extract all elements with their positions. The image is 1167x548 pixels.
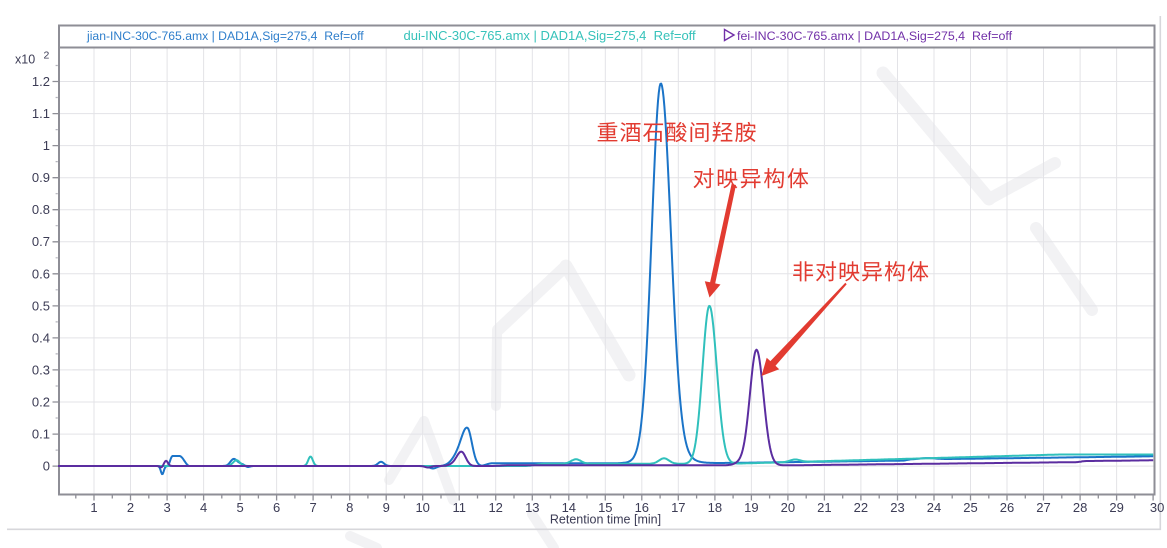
svg-text:0.2: 0.2	[32, 395, 50, 410]
svg-text:21: 21	[817, 500, 831, 515]
svg-text:12: 12	[488, 500, 502, 515]
svg-text:5: 5	[236, 500, 243, 515]
svg-text:28: 28	[1073, 500, 1087, 515]
svg-text:23: 23	[890, 500, 904, 515]
svg-text:x10: x10	[15, 53, 35, 67]
svg-text:24: 24	[927, 500, 941, 515]
svg-text:30: 30	[1150, 500, 1164, 515]
svg-text:9: 9	[383, 500, 390, 515]
svg-text:1.1: 1.1	[32, 106, 50, 121]
svg-text:19: 19	[744, 500, 758, 515]
svg-text:dui-INC-30C-765.amx | DAD1A,Si: dui-INC-30C-765.amx | DAD1A,Sig=275,4 Re…	[404, 28, 697, 43]
svg-text:jian-INC-30C-765.amx | DAD1A,S: jian-INC-30C-765.amx | DAD1A,Sig=275,4 R…	[86, 29, 364, 43]
svg-text:4: 4	[200, 500, 207, 515]
svg-text:0: 0	[43, 459, 50, 474]
svg-text:0.5: 0.5	[32, 298, 50, 313]
svg-text:0.9: 0.9	[32, 170, 50, 185]
svg-text:29: 29	[1109, 500, 1123, 515]
svg-text:7: 7	[309, 500, 316, 515]
svg-text:6: 6	[273, 500, 280, 515]
svg-text:15: 15	[598, 500, 612, 515]
svg-text:1.2: 1.2	[32, 74, 50, 89]
svg-text:18: 18	[708, 500, 722, 515]
svg-text:fei-INC-30C-765.amx | DAD1A,Si: fei-INC-30C-765.amx | DAD1A,Sig=275,4 Re…	[737, 29, 1013, 43]
svg-text:0.1: 0.1	[32, 427, 50, 442]
svg-text:2: 2	[127, 500, 134, 515]
svg-text:1: 1	[43, 138, 50, 153]
svg-text:13: 13	[525, 500, 539, 515]
svg-text:0.7: 0.7	[32, 234, 50, 249]
svg-text:11: 11	[452, 500, 466, 515]
svg-text:20: 20	[781, 500, 795, 515]
svg-text:27: 27	[1036, 500, 1050, 515]
svg-text:17: 17	[671, 500, 685, 515]
svg-text:1: 1	[90, 500, 97, 515]
svg-text:0.3: 0.3	[32, 362, 50, 377]
svg-text:0.4: 0.4	[32, 330, 50, 345]
svg-text:3: 3	[163, 500, 170, 515]
svg-text:25: 25	[963, 500, 977, 515]
svg-text:26: 26	[1000, 500, 1014, 515]
svg-text:10: 10	[415, 500, 429, 515]
svg-text:2: 2	[44, 50, 50, 62]
svg-text:16: 16	[635, 500, 649, 515]
svg-text:14: 14	[562, 500, 576, 515]
svg-text:0.8: 0.8	[32, 202, 50, 217]
svg-text:0.6: 0.6	[32, 266, 50, 281]
svg-text:22: 22	[854, 500, 868, 515]
svg-text:8: 8	[346, 500, 353, 515]
svg-text:Retention time [min]: Retention time [min]	[550, 513, 661, 527]
